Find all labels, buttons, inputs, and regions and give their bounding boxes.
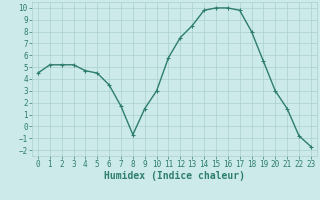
X-axis label: Humidex (Indice chaleur): Humidex (Indice chaleur)	[104, 171, 245, 181]
